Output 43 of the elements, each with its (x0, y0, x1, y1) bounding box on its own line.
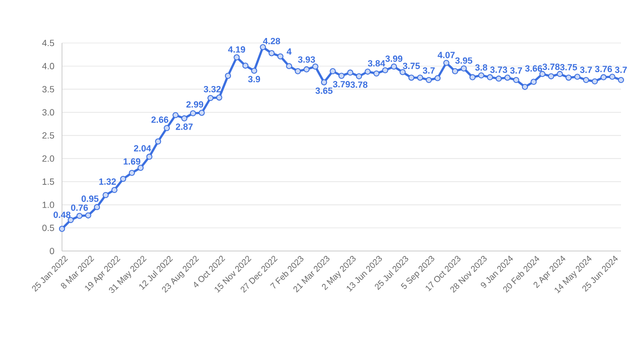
y-tick-label: 2.0 (42, 155, 54, 162)
data-label: 3.99 (385, 55, 402, 62)
data-label: 3.78 (542, 64, 560, 70)
y-tick-label: 0.5 (42, 224, 54, 232)
data-label: 3.66 (525, 65, 542, 72)
data-label: 3.73 (490, 66, 508, 73)
data-label: 3.65 (315, 87, 333, 94)
data-label: 3.7 (614, 66, 627, 74)
data-label: 2.04 (134, 145, 152, 152)
data-label: 2.66 (151, 116, 168, 123)
y-tick-label: 4.0 (42, 62, 54, 70)
y-tick-label: 4.5 (42, 40, 54, 46)
data-label: 3.7 (580, 66, 592, 74)
y-tick-label: 0 (50, 248, 54, 254)
y-tick-label: 2.5 (42, 132, 54, 139)
data-label: 0.76 (71, 204, 88, 211)
y-tick-label: 1.0 (42, 202, 54, 208)
data-label: 3.93 (298, 56, 316, 63)
data-label: 3.84 (368, 60, 386, 67)
data-label: 3.75 (402, 62, 420, 70)
data-label: 3.8 (475, 64, 488, 71)
data-label: 0.48 (54, 212, 70, 218)
data-label: 3.78 (350, 81, 368, 88)
data-label: 3.32 (204, 86, 221, 92)
data-label: 4.07 (438, 52, 455, 58)
data-label: 3.9 (248, 76, 260, 82)
data-label: 1.69 (124, 158, 140, 165)
data-label: 0.95 (82, 196, 98, 202)
data-label: 3.7 (422, 67, 435, 74)
data-label: 3.95 (455, 57, 472, 64)
data-label: 2.87 (176, 124, 193, 130)
y-tick-label: 1.5 (42, 178, 54, 185)
data-label: 3.7 (510, 67, 522, 74)
data-label: 3.75 (560, 64, 578, 70)
y-tick-label: 3.0 (42, 109, 54, 116)
data-label: 2.99 (186, 101, 204, 108)
data-label: 4 (286, 48, 292, 55)
data-label: 3.79 (332, 81, 350, 88)
data-label: 1.32 (99, 178, 116, 185)
data-label: 3.76 (594, 66, 612, 72)
data-label: 4.28 (263, 38, 280, 44)
y-tick-label: 3.5 (42, 86, 54, 92)
data-label: 4.19 (228, 46, 246, 53)
